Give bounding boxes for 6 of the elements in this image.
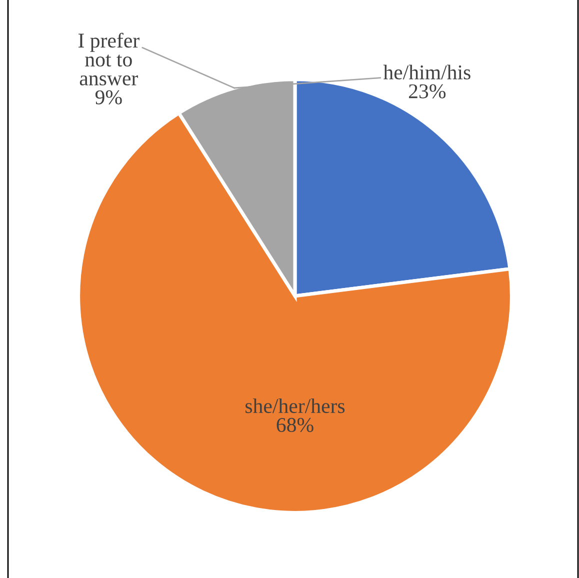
data-label: 68%	[276, 418, 314, 432]
slice-label: I prefer not to answer	[78, 32, 140, 86]
slice-label: he/him/his	[383, 64, 470, 80]
data-label: 9%	[95, 90, 122, 104]
slice-label: she/her/hers	[246, 398, 345, 414]
data-label: 23%	[408, 84, 446, 98]
